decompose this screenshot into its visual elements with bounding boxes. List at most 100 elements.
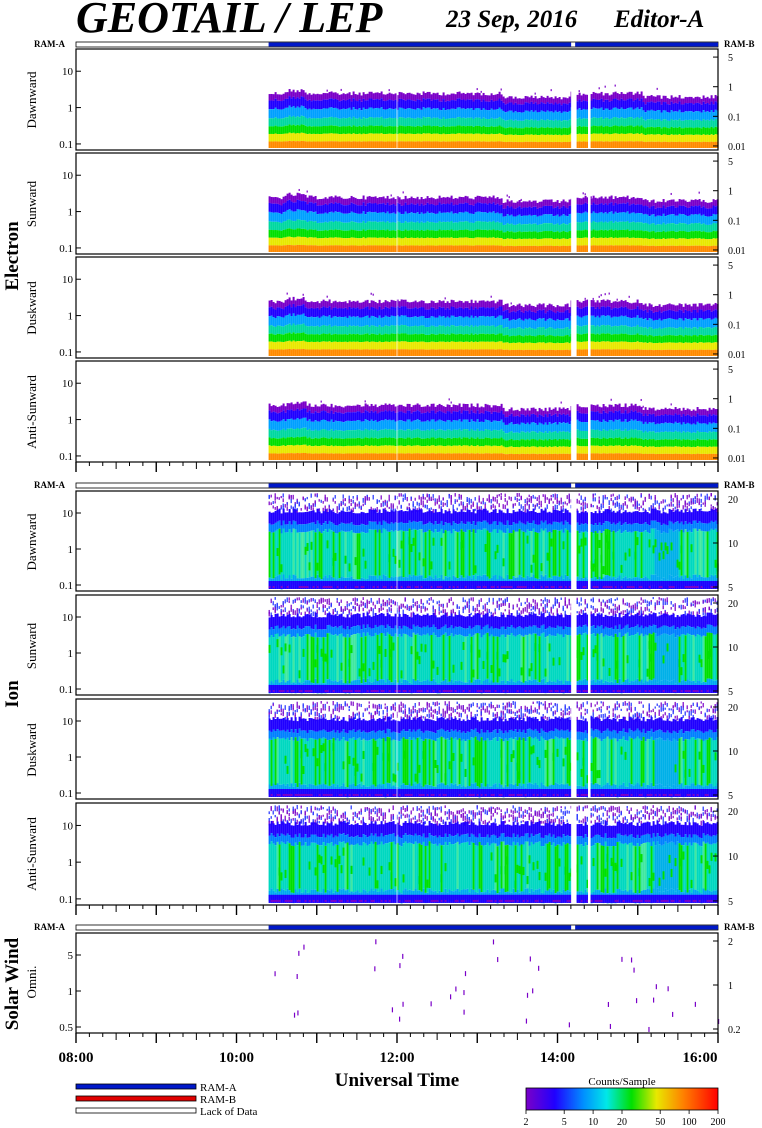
y-tick-label-right: 1 xyxy=(728,395,733,406)
sw-point xyxy=(449,994,452,1000)
group-label-solar-wind: Solar Wind xyxy=(2,937,23,1030)
y-tick-label-right: 10 xyxy=(728,747,738,758)
panel-label-electron-sunward: Sunward xyxy=(24,180,39,227)
panel-label-ion-dawnward: Dawnward xyxy=(24,513,39,571)
y-tick-label-right: 10 xyxy=(728,852,738,863)
status-label-ram-b-solar-wind: RAM-B xyxy=(724,922,755,932)
panel-label-electron-anti-sunward: Anti-Sunward xyxy=(24,375,39,449)
y-tick-label-right: 5 xyxy=(728,687,733,698)
y-tick-label-left: 0.1 xyxy=(59,139,73,151)
y-tick-label-left: 10 xyxy=(62,378,74,390)
sw-point xyxy=(492,939,495,945)
panel-data xyxy=(268,493,719,590)
sw-point xyxy=(402,1001,404,1007)
status-bar-segment xyxy=(575,483,718,488)
panel-ion-sunward: 10 1 0.1 20 10 5 xyxy=(59,594,738,698)
panel-label-ion-anti-sunward: Anti-Sunward xyxy=(24,817,39,891)
status-label-ram-b-electron: RAM-B xyxy=(724,39,755,49)
y-tick-label-left: 10 xyxy=(62,716,74,728)
y-tick-label-left: 10 xyxy=(62,66,74,78)
y-tick-label-right: 0.1 xyxy=(728,112,741,123)
y-tick-label-left: 0.5 xyxy=(59,1022,73,1034)
colorbar-tick-label: 100 xyxy=(682,1117,697,1128)
sw-point xyxy=(296,974,298,980)
panel-solar_wind-omni-: 5 1 0.5 2 1 0.2 xyxy=(59,932,741,1036)
sw-point xyxy=(655,984,657,990)
sw-point xyxy=(374,966,376,972)
sw-point xyxy=(463,990,465,996)
status-bar-segment xyxy=(268,42,572,47)
panel-frame xyxy=(75,256,719,359)
y-tick-label-right: 5 xyxy=(728,53,733,64)
panel-frame xyxy=(75,698,719,800)
sw-point xyxy=(609,1023,612,1029)
x-tick-label-1400: 14:00 xyxy=(540,1050,575,1066)
sw-point xyxy=(667,986,669,992)
sw-point xyxy=(297,1010,299,1016)
panel-data xyxy=(268,188,719,252)
y-tick-label-right: 1 xyxy=(728,981,733,992)
panel-data xyxy=(268,84,719,148)
spectrogram-panels: 10 1 0.1 5 1 0.1 0.01 10 1 0.1 5 1 0.1 0.01 10 1 0.1 5 1 0.… xyxy=(59,48,746,1043)
group-label-electron: Electron xyxy=(2,221,23,291)
panel-electron-sunward: 10 1 0.1 5 1 0.1 0.01 xyxy=(59,152,746,257)
y-tick-label-left: 10 xyxy=(62,274,74,286)
y-tick-label-left: 10 xyxy=(62,612,74,624)
y-tick-label-right: 20 xyxy=(728,703,738,714)
panel-data xyxy=(268,701,719,798)
sw-point xyxy=(463,1009,465,1015)
colorbar-tick-label: 200 xyxy=(711,1117,726,1128)
y-tick-label-right: 5 xyxy=(728,365,733,376)
y-tick-label-left: 1 xyxy=(68,752,74,764)
x-tick-label-1000: 10:00 xyxy=(219,1050,254,1066)
legend-label-lack-of-data: Lack of Data xyxy=(200,1106,258,1118)
sw-point xyxy=(497,957,499,963)
sw-point xyxy=(293,1012,296,1018)
status-bar-segment xyxy=(575,925,718,930)
y-tick-label-left: 1 xyxy=(68,986,74,998)
panel-frame xyxy=(75,48,719,151)
y-tick-label-right: 0.01 xyxy=(728,350,746,361)
y-tick-label-left: 0.1 xyxy=(59,788,73,800)
y-tick-label-left: 10 xyxy=(62,508,74,520)
sw-point xyxy=(464,971,467,977)
x-axis-label: Universal Time xyxy=(335,1070,459,1091)
y-tick-label-right: 1 xyxy=(728,291,733,302)
panel-data xyxy=(274,939,720,1032)
sw-point xyxy=(455,986,457,992)
panel-data xyxy=(268,805,719,904)
status-label-ram-a-ion: RAM-A xyxy=(34,480,65,490)
y-tick-label-left: 1 xyxy=(68,415,74,427)
sw-point xyxy=(532,988,534,994)
y-tick-label-right: 20 xyxy=(728,807,738,818)
y-tick-label-right: 5 xyxy=(728,897,733,908)
legend-swatch-ram-b xyxy=(75,1095,197,1102)
sw-point xyxy=(398,1016,401,1022)
colorbar-tick-label: 50 xyxy=(655,1117,665,1128)
status-bar-segment xyxy=(575,42,718,47)
y-tick-label-right: 0.1 xyxy=(728,320,741,331)
y-tick-label-left: 1 xyxy=(68,207,74,219)
panel-frame xyxy=(75,594,719,696)
colorbar-tick-label: 2 xyxy=(524,1117,529,1128)
colorbar-gradient xyxy=(525,1087,719,1111)
y-tick-label-right: 10 xyxy=(728,643,738,654)
sw-point xyxy=(694,1001,696,1007)
y-tick-label-left: 5 xyxy=(68,950,74,962)
colorbar-tick-label: 5 xyxy=(562,1117,567,1128)
sw-point xyxy=(621,956,623,962)
y-tick-label-right: 5 xyxy=(728,157,733,168)
legend-swatch-ram-a xyxy=(75,1083,197,1090)
panel-electron-duskward: 10 1 0.1 5 1 0.1 0.01 xyxy=(59,256,746,361)
colorbar-tick-label: 10 xyxy=(588,1117,598,1128)
y-tick-label-right: 10 xyxy=(728,539,738,550)
status-label-ram-a-solar-wind: RAM-A xyxy=(34,922,65,932)
panel-ion-anti-sunward: 10 1 0.1 20 10 5 xyxy=(59,802,738,908)
sw-point xyxy=(635,998,638,1004)
panel-ion-duskward: 10 1 0.1 20 10 5 xyxy=(59,698,738,802)
y-tick-label-left: 1 xyxy=(68,311,74,323)
legend: RAM-A RAM-B Lack of Data xyxy=(75,1082,258,1118)
panel-label-solar-wind-omni: Omni. xyxy=(24,966,39,999)
y-tick-label-left: 1 xyxy=(68,103,74,115)
